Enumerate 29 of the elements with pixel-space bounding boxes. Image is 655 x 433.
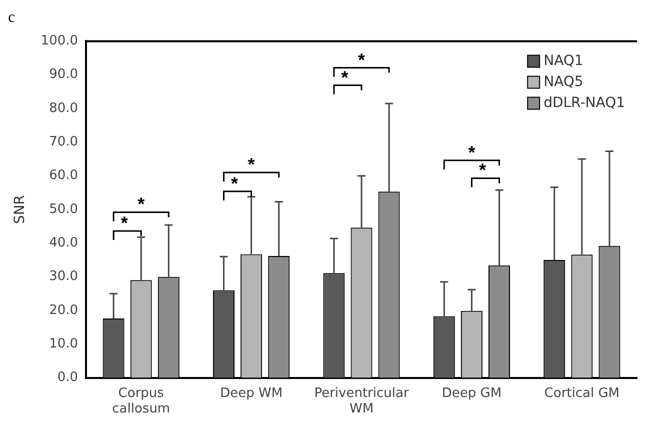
x-tick-label: Deep GM [442, 386, 502, 401]
y-axis-title: SNR [12, 194, 28, 224]
y-tick-label: 20.0 [49, 302, 78, 318]
y-tick-label: 10.0 [49, 336, 78, 352]
annotation: * [120, 213, 128, 234]
y-tick-label: 60.0 [49, 168, 78, 184]
y-tick-label: 50.0 [49, 202, 78, 217]
chart-title: c [8, 8, 16, 26]
x-tick-label: Deep WM [220, 386, 283, 401]
annotation: * [478, 160, 486, 180]
y-tick-label: 30.0 [49, 269, 78, 284]
x-tick-label: Corpus callosum [112, 386, 170, 417]
annotation: * [341, 67, 348, 88]
legend-label: NAQ5 [544, 74, 584, 90]
y-tick-label: 40.0 [49, 236, 78, 251]
annotation: * [358, 50, 366, 70]
y-tick-label: 80.0 [49, 100, 78, 116]
annotation: * [231, 173, 238, 194]
y-tick-label: 100.0 [40, 34, 78, 49]
x-tick-label: Periventricular WM [314, 386, 410, 417]
y-tick-label: 70.0 [49, 134, 78, 150]
legend-label: dDLR-NAQ1 [544, 94, 626, 111]
y-tick-label: 90.0 [49, 67, 78, 82]
y-tick-label: 0.0 [57, 370, 78, 386]
annotation: * [138, 194, 145, 214]
annotation: * [248, 154, 255, 174]
x-tick-label: Cortical GM [544, 386, 620, 401]
annotation: * [468, 142, 476, 162]
legend-label: NAQ1 [544, 52, 584, 69]
